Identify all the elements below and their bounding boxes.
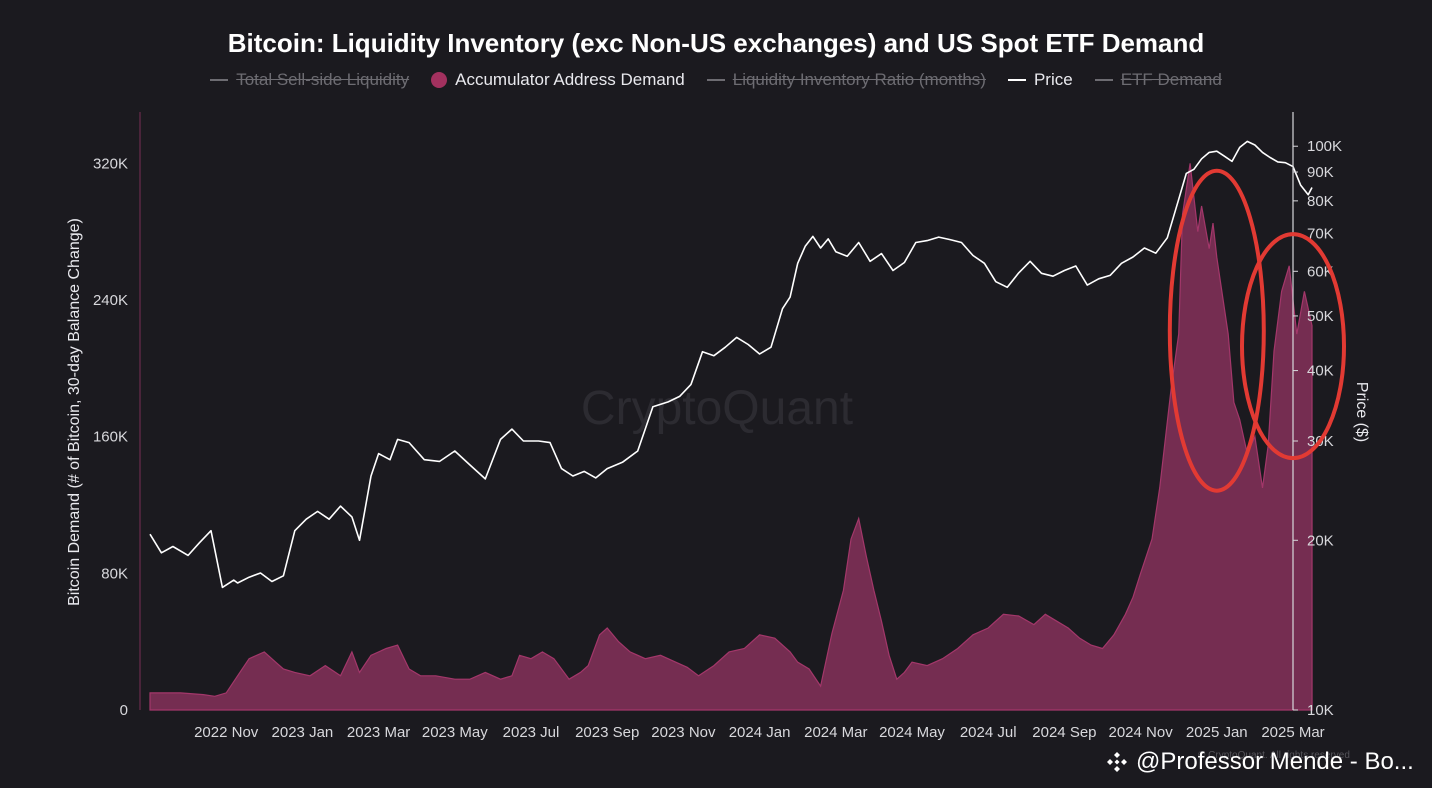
y-right-tick-label: 90K (1307, 164, 1334, 181)
legend-item-etf-demand[interactable]: ETF Demand (1094, 70, 1222, 90)
x-tick-label: 2023 Jan (272, 724, 334, 741)
x-tick-label: 2022 Nov (194, 724, 259, 741)
x-tick-label: 2023 Nov (651, 724, 716, 741)
legend-item-price[interactable]: Price (1007, 70, 1073, 90)
y-left-tick-label: 80K (101, 565, 128, 582)
legend-item-total-sell-side-liquidity[interactable]: Total Sell-side Liquidity (210, 70, 409, 90)
y-right-tick-label: 70K (1307, 226, 1334, 243)
y-right-tick-label: 40K (1307, 363, 1334, 380)
x-tick-label: 2024 Sep (1032, 724, 1096, 741)
legend-label: ETF Demand (1120, 70, 1222, 89)
y-right-tick-label: 10K (1307, 702, 1334, 719)
chart-title: Bitcoin: Liquidity Inventory (exc Non-US… (227, 28, 1205, 58)
copyright-text: © CryptoQuant. All rights reserved (1198, 750, 1350, 761)
legend-label: Total Sell-side Liquidity (236, 70, 410, 89)
y-right-tick-label: 60K (1307, 263, 1334, 280)
x-tick-label: 2024 May (879, 724, 945, 741)
x-tick-label: 2024 Mar (804, 724, 867, 741)
x-tick-label: 2025 Jan (1186, 724, 1248, 741)
x-tick-label: 2024 Jan (729, 724, 791, 741)
legend-label: Accumulator Address Demand (455, 70, 685, 89)
line-swatch-icon (210, 79, 229, 81)
highlight-ellipse (1167, 168, 1266, 493)
dot-swatch-icon (431, 72, 448, 88)
x-tick-label: 2023 Jul (503, 724, 560, 741)
y-left-tick-label: 160K (93, 429, 128, 446)
y-axis-left-title: Bitcoin Demand (# of Bitcoin, 30-day Bal… (66, 218, 83, 606)
x-tick-label: 2024 Jul (960, 724, 1017, 741)
y-right-tick-label: 80K (1307, 193, 1334, 210)
y-left-tick-label: 0 (120, 702, 128, 719)
line-swatch-icon (706, 79, 725, 81)
y-axis-right-title: Price ($) (1353, 382, 1370, 442)
y-right-tick-label: 100K (1307, 138, 1342, 155)
y-left-tick-label: 240K (93, 292, 128, 309)
watermark: CryptoQuant (581, 382, 853, 435)
x-tick-label: 2023 Mar (347, 724, 410, 741)
line-swatch-icon (1094, 79, 1113, 81)
legend-label: Liquidity Inventory Ratio (months) (732, 70, 986, 89)
legend-label: Price (1033, 70, 1073, 89)
highlight-ellipse (1240, 232, 1346, 461)
y-left-tick-label: 320K (93, 155, 128, 172)
legend: Total Sell-side Liquidity Accumulator Ad… (0, 70, 1432, 90)
binance-icon (1107, 752, 1127, 772)
x-tick-label: 2023 May (422, 724, 488, 741)
credit-text: @Professor Mende - Bo... (1136, 748, 1414, 775)
author-credit[interactable]: @Professor Mende - Bo... (1104, 748, 1414, 776)
legend-item-liquidity-inventory-ratio[interactable]: Liquidity Inventory Ratio (months) (706, 70, 986, 90)
legend-item-accumulator-address-demand[interactable]: Accumulator Address Demand (431, 70, 685, 90)
demand-area (149, 163, 1313, 711)
x-tick-label: 2025 Mar (1261, 724, 1324, 741)
x-tick-label: 2023 Sep (575, 724, 639, 741)
price-line (149, 140, 1313, 589)
y-right-tick-label: 50K (1307, 308, 1334, 325)
x-tick-label: 2024 Nov (1108, 724, 1173, 741)
line-swatch-icon (1007, 79, 1026, 81)
y-right-tick-label: 20K (1307, 532, 1334, 549)
